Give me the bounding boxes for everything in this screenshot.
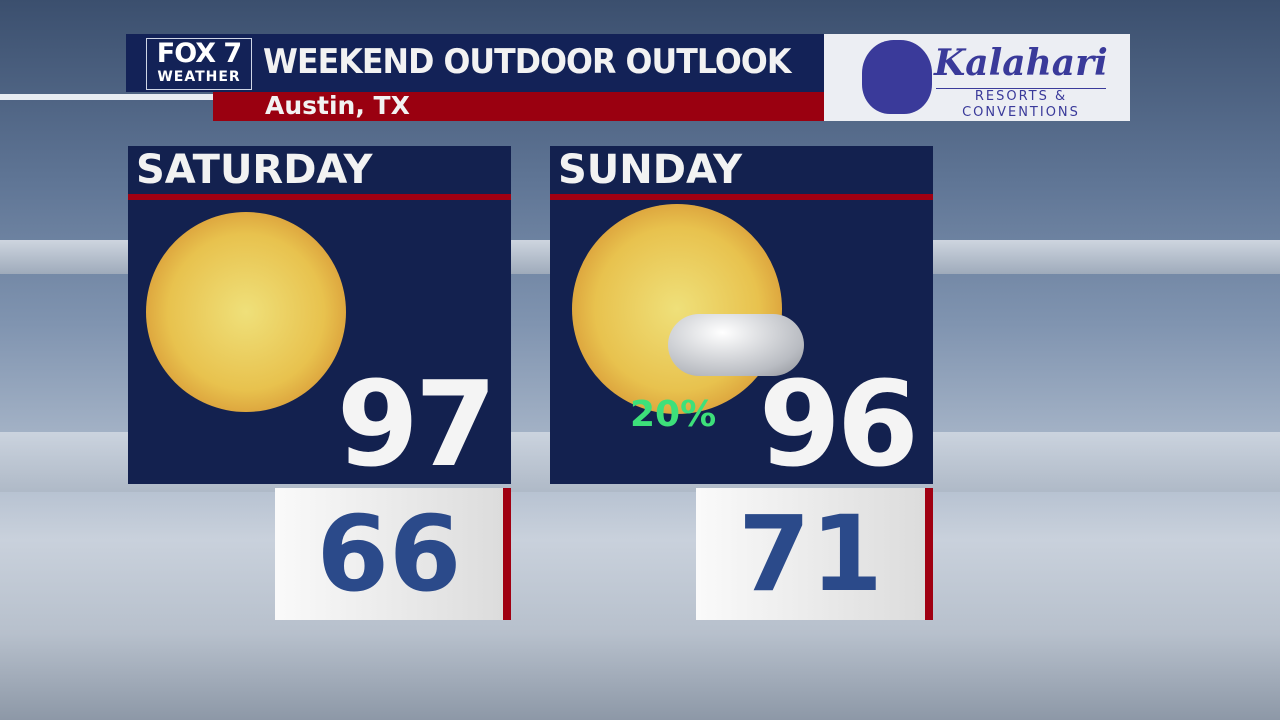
tagline-line: CONVENTIONS xyxy=(962,105,1080,120)
low-temp: 66 xyxy=(275,488,511,620)
day-panel-sunday: SUNDAY 20% 96 xyxy=(550,146,933,484)
sun-icon xyxy=(572,204,782,414)
sunny-icon xyxy=(146,212,346,412)
divider xyxy=(128,194,511,200)
location-bar xyxy=(213,92,824,121)
elephant-icon xyxy=(862,40,932,114)
precip-chance: 20% xyxy=(630,394,717,435)
high-temp: 96 xyxy=(758,355,919,493)
header-bar xyxy=(126,34,824,92)
day-panel-saturday: SATURDAY 97 xyxy=(128,146,511,484)
high-temp: 97 xyxy=(336,355,497,493)
low-temp: 71 xyxy=(696,488,933,620)
sponsor-logo: Kalahari RESORTS & CONVENTIONS xyxy=(824,34,1130,121)
logo-text: FOX 7 xyxy=(156,38,242,69)
day-title: SATURDAY xyxy=(128,146,511,194)
tagline-line: RESORTS & xyxy=(974,89,1068,104)
divider-line xyxy=(0,94,213,100)
logo-subtext: WEATHER xyxy=(157,69,241,85)
cloud-icon xyxy=(668,314,804,376)
location-label: Austin, TX xyxy=(265,91,410,120)
sponsor-name: Kalahari xyxy=(934,42,1108,84)
page-title: WEEKEND OUTDOOR OUTLOOK xyxy=(263,42,791,82)
day-title: SUNDAY xyxy=(550,146,933,194)
fox7-weather-logo: FOX 7 WEATHER xyxy=(146,38,252,90)
sponsor-tagline: RESORTS & CONVENTIONS xyxy=(936,88,1106,121)
divider xyxy=(550,194,933,200)
